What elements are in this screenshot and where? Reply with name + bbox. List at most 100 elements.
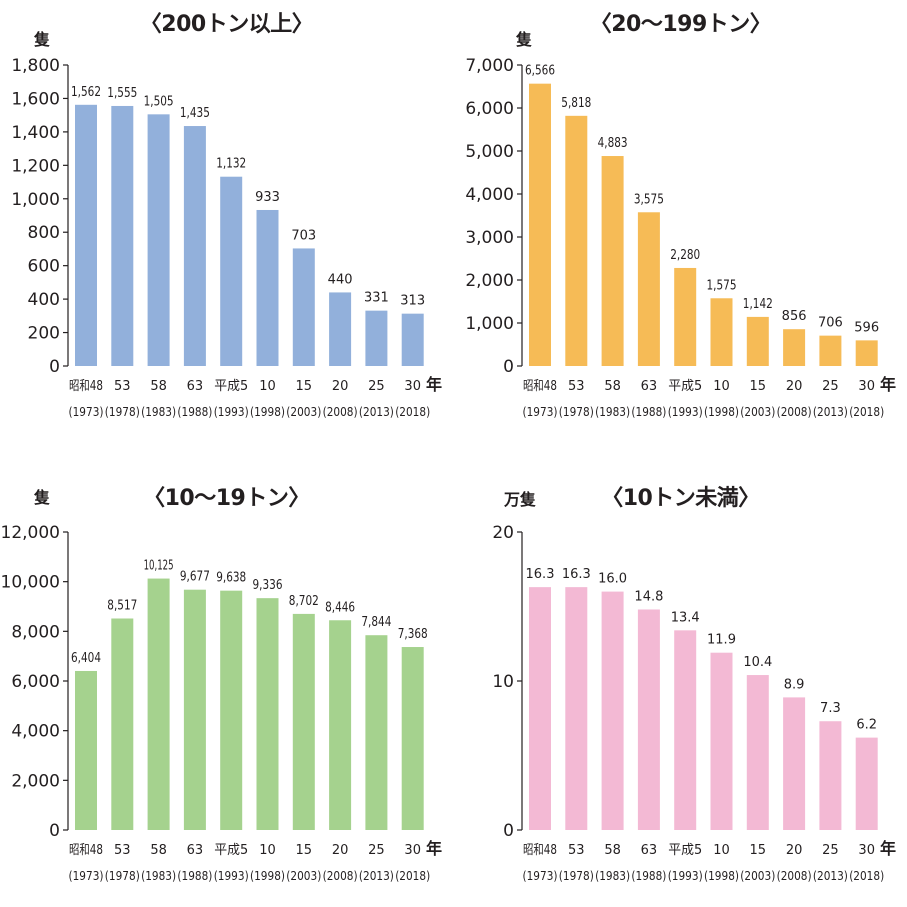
bar [220, 176, 243, 366]
data-label: 1,142 [743, 297, 773, 312]
bar [601, 156, 624, 366]
bar [401, 313, 424, 366]
x-year-label: (2008) [323, 405, 358, 419]
x-tick-label: 25 [368, 379, 385, 394]
x-year-label: (2003) [740, 869, 775, 883]
bar [401, 647, 424, 830]
y-axis-unit: 万隻 [504, 490, 537, 509]
bar [674, 267, 697, 366]
x-tick-label: 53 [114, 843, 131, 858]
y-tick-label: 6,000 [465, 99, 514, 119]
x-year-label: (1988) [631, 405, 666, 419]
y-tick-label: 5,000 [465, 142, 514, 162]
bar [637, 609, 660, 830]
data-label: 1,562 [71, 85, 101, 100]
x-year-label: (1983) [141, 869, 176, 883]
x-tick-label: 58 [604, 379, 621, 394]
data-label: 2,280 [670, 248, 700, 263]
x-tick-label: 58 [150, 379, 167, 394]
data-label: 5,818 [561, 96, 591, 111]
x-tick-label: 58 [604, 843, 621, 858]
bar [710, 652, 733, 830]
y-tick-label: 12,000 [1, 523, 60, 543]
y-tick-label: 400 [28, 290, 60, 310]
x-tick-label: 58 [150, 843, 167, 858]
chart-title: 〈20～199トン〉 [589, 12, 772, 37]
data-label: 14.8 [634, 589, 663, 604]
data-label: 9,638 [216, 571, 246, 586]
x-tick-label: 10 [713, 843, 730, 858]
chart-panel-20-199t: 〈20～199トン〉 隻 0 1,000 2,000 3,000 4,000 5,000 6… [454, 0, 907, 453]
x-year-label: (1998) [704, 869, 739, 883]
x-tick-label: 平成5 [214, 379, 248, 394]
y-tick-label: 10 [492, 672, 514, 692]
bar [75, 670, 97, 830]
x-tick-label: 53 [114, 379, 131, 394]
data-label: 933 [255, 190, 280, 205]
data-label: 8.9 [784, 677, 805, 692]
data-label: 7,368 [398, 627, 428, 642]
x-tick-label: 25 [368, 843, 385, 858]
x-tick-label: 昭和48 [69, 843, 103, 858]
x-year-label: (2018) [395, 869, 430, 883]
x-tick-label: 10 [259, 843, 276, 858]
y-tick-label: 1,800 [11, 56, 60, 76]
bar-chart: 0 200 400 600 800 1,000 1,200 1,400 1,600 1,800 1,… [11, 56, 442, 419]
y-tick-label: 20 [492, 523, 514, 543]
x-tick-label: 63 [641, 843, 658, 858]
y-tick-label: 0 [49, 357, 60, 377]
y-tick-label: 600 [28, 257, 60, 277]
data-label: 6.2 [856, 718, 877, 733]
x-axis-unit: 年 [880, 839, 896, 858]
data-label: 8,702 [289, 594, 319, 609]
bar-chart: 0 2,000 4,000 6,000 8,000 10,000 12,000 6,404 昭和… [1, 523, 443, 883]
chart-title: 〈10トン未満〉 [601, 486, 760, 511]
bar [111, 618, 134, 830]
data-label: 7,844 [361, 615, 391, 630]
bar [601, 591, 624, 830]
x-tick-label: 25 [822, 843, 839, 858]
data-label: 331 [364, 291, 389, 306]
data-label: 11.9 [707, 633, 736, 648]
x-tick-label: 63 [187, 843, 204, 858]
bar [183, 589, 206, 830]
y-tick-label: 3,000 [465, 228, 514, 248]
x-tick-label: 30 [404, 379, 421, 394]
bar [855, 340, 878, 366]
x-axis-unit: 年 [426, 839, 442, 858]
x-year-label: (1988) [177, 405, 212, 419]
data-label: 3,575 [634, 192, 664, 207]
data-label: 703 [291, 228, 316, 243]
x-tick-label: 20 [332, 379, 349, 394]
y-tick-label: 0 [503, 821, 514, 841]
data-label: 16.3 [526, 567, 555, 582]
bar [819, 721, 842, 830]
y-tick-label: 800 [28, 223, 60, 243]
bar [147, 114, 170, 366]
x-year-label: (1993) [214, 405, 249, 419]
x-year-label: (1993) [668, 405, 703, 419]
x-tick-label: 15 [296, 379, 313, 394]
data-label: 8,446 [325, 600, 355, 615]
x-year-label: (1983) [141, 405, 176, 419]
x-year-label: (2018) [849, 405, 884, 419]
x-year-label: (1998) [250, 869, 285, 883]
x-tick-label: 20 [786, 379, 803, 394]
chart-title: 〈10～19トン〉 [143, 486, 310, 511]
x-year-label: (1998) [704, 405, 739, 419]
x-year-label: (2008) [323, 869, 358, 883]
x-year-label: (1978) [105, 405, 140, 419]
data-label: 596 [854, 320, 879, 335]
bar [710, 298, 733, 366]
x-year-label: (2018) [849, 869, 884, 883]
data-label: 6,404 [71, 651, 101, 666]
x-year-label: (1983) [595, 405, 630, 419]
x-year-label: (1978) [559, 869, 594, 883]
x-tick-label: 平成5 [668, 379, 702, 394]
x-year-label: (1978) [559, 405, 594, 419]
bar [365, 635, 388, 830]
data-label: 440 [328, 272, 353, 287]
x-tick-label: 63 [187, 379, 204, 394]
data-label: 8,517 [107, 598, 137, 613]
data-label: 16.3 [562, 567, 591, 582]
